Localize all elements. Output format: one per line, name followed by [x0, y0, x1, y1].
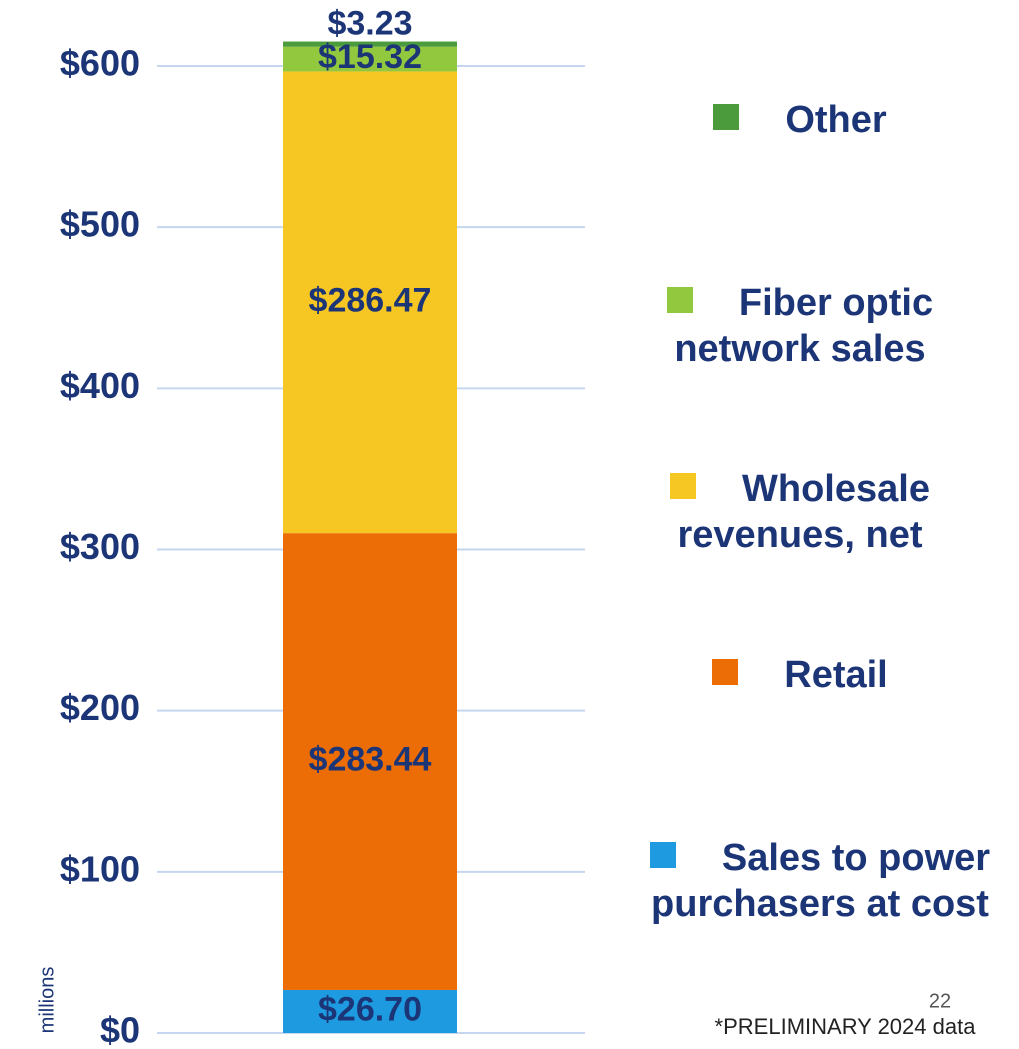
bar-segment: [283, 71, 457, 534]
y-axis-label: millions: [36, 967, 58, 1034]
legend-label: Other: [785, 99, 887, 141]
legend-swatch: [649, 842, 676, 868]
legend-item: Sales to power purchasers at cost: [620, 835, 1019, 927]
y-tick-label: $0: [100, 1010, 140, 1049]
legend-swatch: [712, 659, 739, 685]
bar-segment: [283, 41, 457, 47]
legend-item: Other: [600, 97, 1000, 143]
legend-item: Wholesale revenues, net: [600, 466, 1000, 558]
value-label: $3.23: [327, 5, 412, 43]
legend-swatch: [666, 287, 693, 313]
y-tick-label: $100: [60, 848, 140, 889]
y-tick-label: $500: [60, 204, 140, 245]
y-tick-label: $300: [60, 526, 140, 567]
y-tick-label: $600: [60, 42, 140, 83]
value-label: $283.44: [309, 741, 432, 779]
y-tick-label: $200: [60, 687, 140, 728]
legend-label: Fiber optic network sales: [674, 282, 934, 370]
legend-label: Wholesale revenues, net: [677, 468, 930, 556]
value-label: $15.32: [318, 38, 422, 76]
legend-swatch: [713, 104, 740, 130]
legend-item: Retail: [600, 652, 1000, 698]
legend-swatch: [670, 473, 697, 499]
legend-label: Retail: [784, 654, 888, 696]
legend-label: Sales to power purchasers at cost: [651, 837, 991, 925]
bar-segment: [283, 533, 457, 990]
bar-segment: [283, 989, 457, 1033]
bar-segment: [283, 46, 457, 72]
value-label: $286.47: [309, 281, 432, 319]
legend-item: Fiber optic network sales: [600, 280, 1000, 372]
value-label: $26.70: [318, 990, 422, 1028]
page-number: 22: [929, 990, 951, 1012]
footnote: *PRELIMINARY 2024 data: [715, 1014, 977, 1039]
y-tick-label: $400: [60, 365, 140, 406]
